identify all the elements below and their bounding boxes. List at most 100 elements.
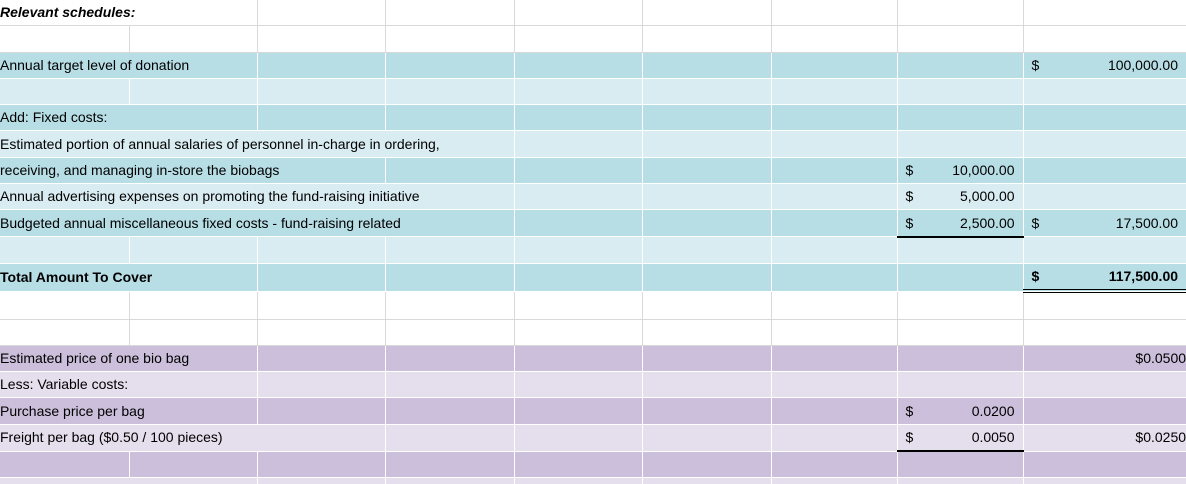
cell[interactable] <box>257 78 386 106</box>
cell[interactable] <box>771 477 898 484</box>
cell[interactable] <box>385 52 515 79</box>
cell[interactable] <box>514 319 643 346</box>
cell-price-value[interactable]: $0.0500 <box>1023 345 1186 373</box>
cell[interactable] <box>1023 451 1186 479</box>
cell[interactable] <box>642 371 772 399</box>
cell[interactable] <box>642 236 772 264</box>
cell[interactable] <box>257 291 386 320</box>
cell[interactable] <box>642 130 772 158</box>
cell[interactable] <box>514 477 643 484</box>
cell[interactable] <box>897 25 1024 53</box>
cell[interactable] <box>642 291 772 320</box>
cell[interactable] <box>514 451 643 479</box>
cell[interactable] <box>642 424 772 452</box>
cell[interactable] <box>642 345 772 373</box>
cell-relevant-schedules-title[interactable]: Relevant schedules: <box>0 0 258 27</box>
cell[interactable] <box>771 130 898 158</box>
cell[interactable] <box>0 236 130 264</box>
cell[interactable] <box>897 263 1024 292</box>
cell-margin-value[interactable]: $0.0250 <box>1023 477 1186 484</box>
cell-freight-amount[interactable]: $0.0050 <box>897 424 1024 453</box>
cell[interactable] <box>897 52 1024 79</box>
cell[interactable] <box>1023 371 1186 399</box>
cell[interactable] <box>257 451 386 479</box>
cell[interactable] <box>1023 319 1186 346</box>
cell-advertising-amount[interactable]: $5,000.00 <box>897 183 1024 211</box>
cell[interactable] <box>257 371 386 399</box>
cell[interactable] <box>771 236 898 264</box>
cell[interactable] <box>771 104 898 132</box>
cell[interactable] <box>642 52 772 79</box>
cell[interactable] <box>0 451 130 479</box>
cell[interactable] <box>385 291 515 320</box>
cell-total-label[interactable]: Total Amount To Cover <box>0 263 258 292</box>
cell[interactable] <box>514 424 643 452</box>
cell[interactable] <box>514 397 643 425</box>
cell-donation-amount[interactable]: $100,000.00 <box>1023 52 1186 79</box>
cell[interactable] <box>385 263 515 292</box>
cell[interactable] <box>897 78 1024 106</box>
cell[interactable] <box>514 291 643 320</box>
cell-freight-label[interactable]: Freight per bag ($0.50 / 100 pieces) <box>0 424 386 452</box>
cell[interactable] <box>1023 130 1186 158</box>
cell[interactable] <box>257 52 386 79</box>
cell[interactable] <box>514 236 643 264</box>
cell[interactable] <box>129 25 258 53</box>
cell[interactable] <box>129 236 258 264</box>
cell-salaries-line2[interactable]: receiving, and managing in-store the bio… <box>0 157 386 185</box>
cell[interactable] <box>897 451 1024 479</box>
cell[interactable] <box>642 0 772 27</box>
cell[interactable] <box>771 291 898 320</box>
cell[interactable] <box>514 104 643 132</box>
cell[interactable] <box>642 451 772 479</box>
cell[interactable] <box>0 291 130 320</box>
cell[interactable] <box>1023 157 1186 185</box>
cell[interactable] <box>385 78 515 106</box>
cell[interactable] <box>129 451 258 479</box>
cell[interactable] <box>514 25 643 53</box>
cell[interactable] <box>642 104 772 132</box>
cell[interactable] <box>642 209 772 238</box>
cell[interactable] <box>257 477 386 484</box>
cell-salaries-line1[interactable]: Estimated portion of annual salaries of … <box>0 130 515 158</box>
cell[interactable] <box>385 477 515 484</box>
cell[interactable] <box>257 236 386 264</box>
cell-purchase-amount[interactable]: $0.0200 <box>897 397 1024 425</box>
cell[interactable] <box>1023 397 1186 425</box>
cell[interactable] <box>897 0 1024 27</box>
cell[interactable] <box>771 52 898 79</box>
cell[interactable] <box>257 397 386 425</box>
cell[interactable] <box>514 0 643 27</box>
cell[interactable] <box>385 25 515 53</box>
cell-fixed-total-amount[interactable]: $17,500.00 <box>1023 209 1186 238</box>
cell[interactable] <box>514 263 643 292</box>
cell-salaries-amount[interactable]: $10,000.00 <box>897 157 1024 185</box>
cell[interactable] <box>385 397 515 425</box>
cell[interactable] <box>514 157 643 185</box>
cell[interactable] <box>771 424 898 452</box>
cell[interactable] <box>385 104 515 132</box>
cell[interactable] <box>897 345 1024 373</box>
cell[interactable] <box>771 209 898 238</box>
cell[interactable] <box>771 78 898 106</box>
cell[interactable] <box>771 451 898 479</box>
cell[interactable] <box>1023 104 1186 132</box>
cell[interactable] <box>129 291 258 320</box>
cell-margin-label[interactable]: Contribution Margin* <box>0 477 258 484</box>
cell[interactable] <box>1023 0 1186 27</box>
cell[interactable] <box>514 130 643 158</box>
cell-misc-label[interactable]: Budgeted annual miscellaneous fixed cost… <box>0 209 515 238</box>
cell-purchase-label[interactable]: Purchase price per bag <box>0 397 258 425</box>
cell[interactable] <box>514 52 643 79</box>
cell[interactable] <box>257 104 386 132</box>
cell[interactable] <box>385 0 515 27</box>
cell[interactable] <box>514 345 643 373</box>
cell[interactable] <box>257 345 386 373</box>
cell[interactable] <box>642 157 772 185</box>
cell-price-label[interactable]: Estimated price of one bio bag <box>0 345 258 373</box>
cell[interactable] <box>385 451 515 479</box>
cell[interactable] <box>771 0 898 27</box>
cell[interactable] <box>385 319 515 346</box>
cell[interactable] <box>257 0 386 27</box>
cell[interactable] <box>514 371 643 399</box>
